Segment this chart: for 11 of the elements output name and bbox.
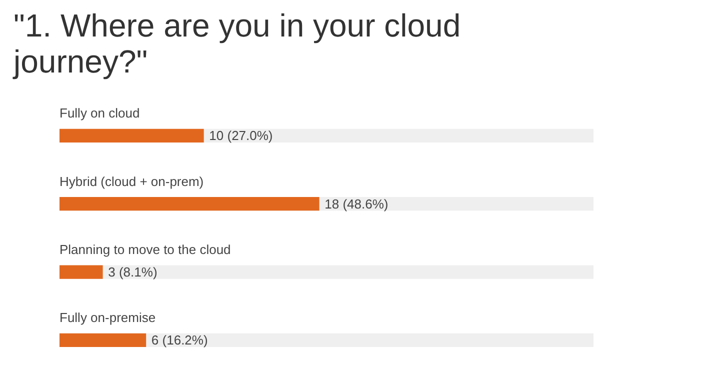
y-tick-label: Planning to move to the cloud [60,242,231,258]
bar [60,265,103,279]
data-label: 6 (16.2%) [151,332,208,348]
y-tick-label: Hybrid (cloud + on-prem) [60,174,204,189]
y-tick-label: Fully on cloud [60,106,140,121]
data-label: 3 (8.1%) [108,264,158,280]
bar [60,333,146,348]
y-tick-label: Fully on-premise [60,310,156,326]
data-label: 18 (48.6%) [324,196,388,212]
data-label: 10 (27.0%) [209,128,273,144]
chart-title: "1. Where are you in your cloud journey?" [12,8,461,80]
